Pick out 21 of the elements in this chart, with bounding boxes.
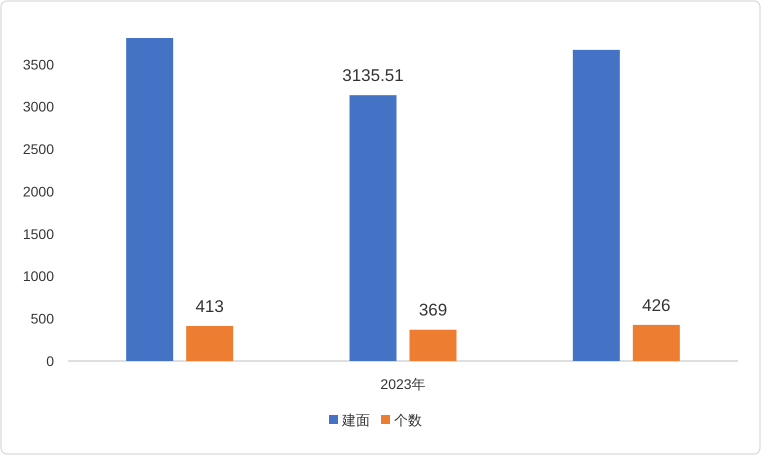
bar [572, 50, 620, 361]
y-tick-label: 2000 [22, 183, 54, 200]
y-tick-label: 1500 [22, 226, 54, 242]
data-label: 413 [195, 296, 224, 316]
y-tick-label: 500 [30, 310, 54, 327]
bar [126, 38, 174, 361]
legend-label: 建面 [341, 412, 370, 428]
y-tick-label: 2500 [22, 141, 54, 158]
data-label: 369 [418, 300, 448, 320]
data-label: 3135.51 [342, 66, 404, 86]
y-tick-label: 1000 [22, 268, 54, 284]
legend-label: 个数 [394, 412, 422, 428]
data-label: 426 [642, 296, 671, 315]
x-tick-label: 2023年 [380, 376, 426, 392]
bar [350, 95, 396, 361]
y-tick-label: 3000 [22, 98, 54, 115]
bar [410, 330, 456, 361]
y-tick-label: 0 [46, 353, 54, 369]
bar [186, 326, 234, 361]
bar [632, 324, 680, 361]
y-tick-label: 3500 [22, 56, 54, 72]
